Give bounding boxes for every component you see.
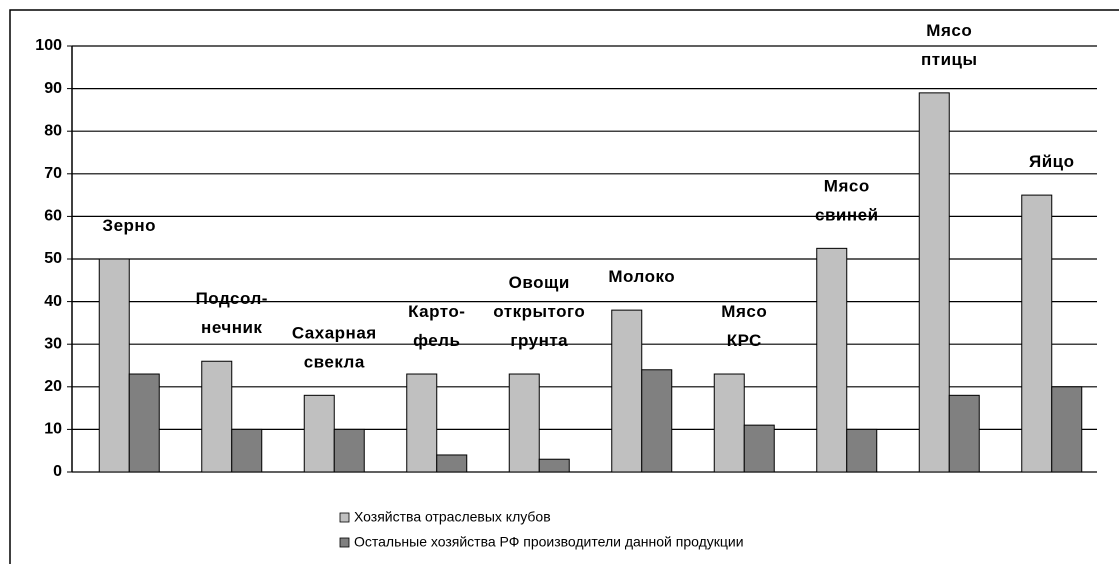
- bar: [918, 92, 950, 473]
- y-tick-label: 30: [44, 335, 62, 352]
- category-label: Зерно: [102, 216, 156, 235]
- y-tick-label: 40: [44, 293, 62, 310]
- y-tick-label: 100: [35, 37, 62, 54]
- bar: [333, 428, 365, 473]
- bar: [128, 373, 160, 473]
- bar: [508, 373, 540, 473]
- bar: [406, 373, 438, 473]
- bar: [98, 258, 130, 473]
- legend-swatch: [339, 537, 350, 548]
- category-label: Карто-фель: [408, 303, 465, 351]
- bar: [231, 428, 263, 473]
- bar: [641, 369, 673, 473]
- category-label: Сахарная свекла: [292, 324, 377, 372]
- category-label: Подсол-нечник: [196, 290, 268, 338]
- y-tick-label: 0: [53, 463, 62, 480]
- category-label: Яйцо: [1029, 153, 1075, 172]
- category-label: Мясо КРС: [721, 303, 767, 351]
- bar: [538, 458, 570, 473]
- legend-swatch: [339, 512, 350, 523]
- bar: [948, 394, 980, 473]
- y-tick-label: 80: [44, 122, 62, 139]
- category-label: Молоко: [608, 268, 675, 287]
- legend-label: Остальные хозяйства РФ производители дан…: [354, 534, 744, 550]
- y-tick-label: 90: [44, 80, 62, 97]
- category-label: Овощи открытого грунта: [493, 274, 585, 351]
- bar: [1021, 194, 1053, 473]
- bar: [611, 309, 643, 473]
- category-label: Мясо свиней: [815, 177, 879, 225]
- bar: [846, 428, 878, 473]
- y-tick-label: 50: [44, 250, 62, 267]
- y-tick-label: 10: [44, 421, 62, 438]
- legend-label: Хозяйства отраслевых клубов: [354, 509, 551, 525]
- bar: [816, 247, 848, 473]
- bar: [743, 424, 775, 473]
- category-label: Мясо птицы: [921, 21, 978, 69]
- y-tick-label: 20: [44, 378, 62, 395]
- bar: [713, 373, 745, 473]
- bar: [303, 394, 335, 473]
- bar: [201, 360, 233, 473]
- bar: [436, 454, 468, 473]
- y-tick-label: 70: [44, 165, 62, 182]
- bar: [1051, 386, 1083, 473]
- y-tick-label: 60: [44, 208, 62, 225]
